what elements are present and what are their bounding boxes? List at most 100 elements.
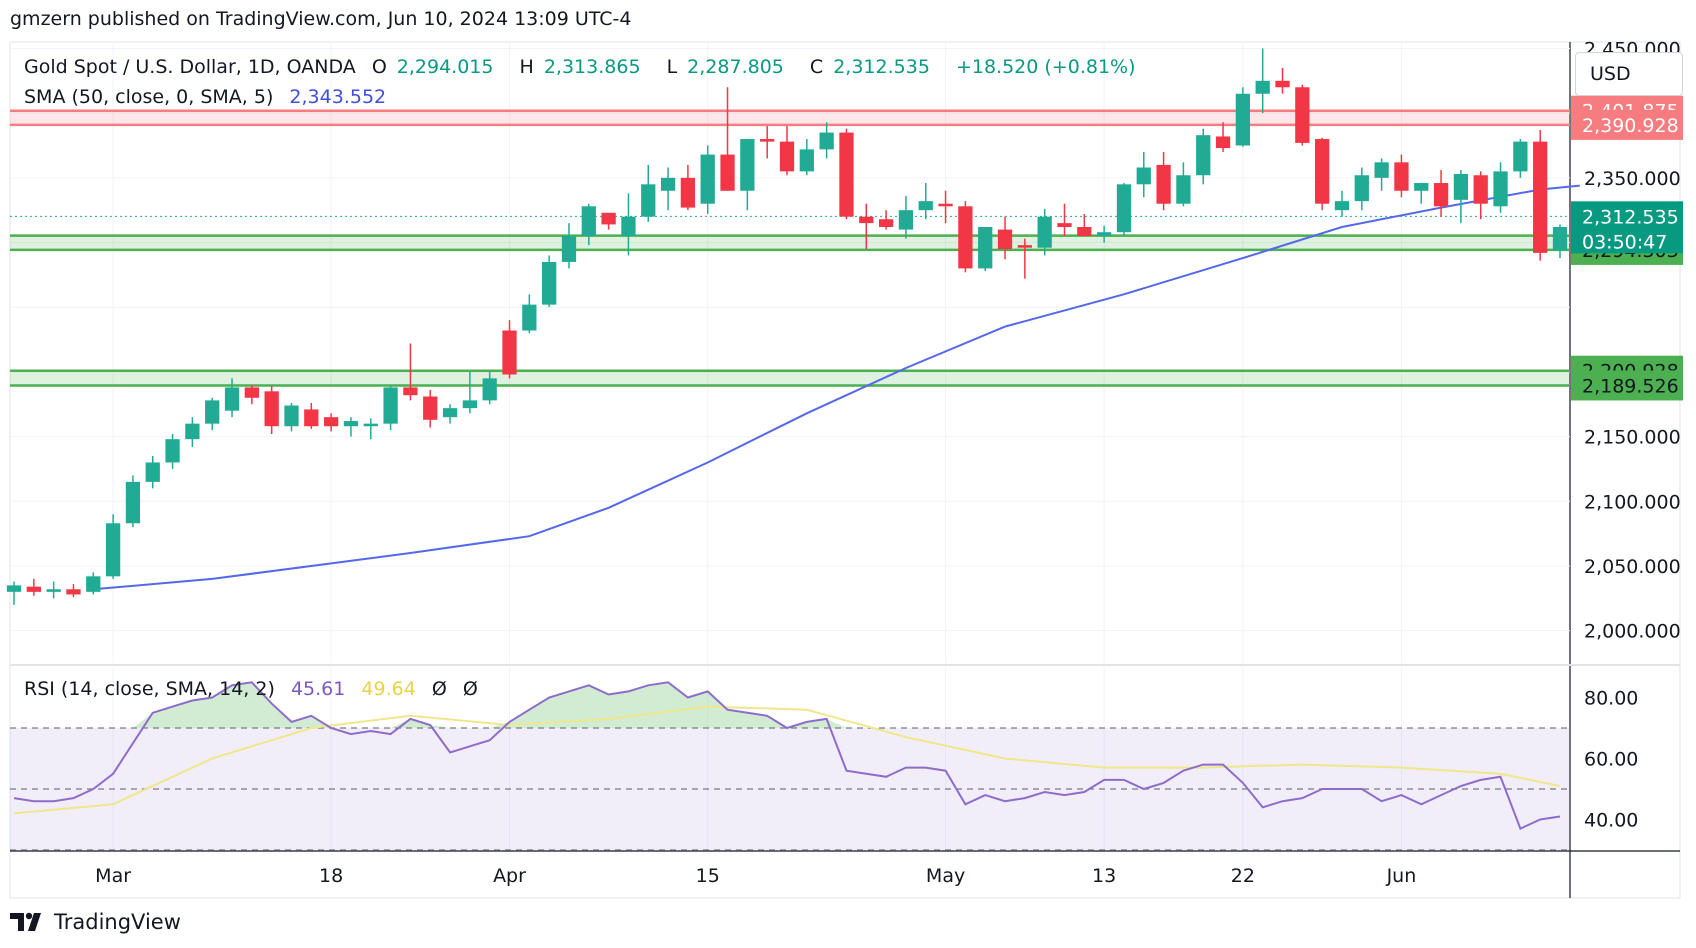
candle-down [26, 586, 41, 592]
candle-up [581, 206, 596, 237]
candle-down [1295, 87, 1310, 143]
candle-down [720, 154, 735, 191]
candle-down [779, 141, 795, 172]
sma-label: SMA (50, close, 0, SMA, 5) [24, 86, 274, 108]
candle-down [1156, 164, 1171, 204]
level-label-bg [1571, 370, 1683, 401]
sma-legend: SMA (50, close, 0, SMA, 5) 2,343.552 [24, 86, 396, 108]
candle-up [1552, 227, 1568, 251]
time-axis-tick-label: Apr [493, 865, 526, 887]
candle-up [165, 439, 180, 463]
candle-up [1096, 232, 1112, 237]
candle-down [680, 177, 696, 208]
candle-up [482, 378, 497, 401]
price-axis-tick-label: 2,050.000 [1584, 556, 1681, 578]
tradingview-logo: TradingView [10, 910, 181, 934]
candle-down [859, 216, 874, 224]
candle-up [898, 210, 914, 230]
candle-down [958, 206, 973, 269]
candle-down [66, 589, 81, 595]
candle-down [760, 139, 775, 142]
level-zone-support [10, 370, 1570, 386]
candle-up [1374, 162, 1389, 178]
candle-down [403, 387, 418, 396]
price-axis-tick-label: 2,000.000 [1584, 621, 1681, 643]
candle-up [46, 589, 61, 592]
candle-up [1176, 175, 1191, 204]
open-value: O 2,294.015 [371, 56, 494, 78]
candle-up [125, 481, 141, 524]
candle-up [383, 387, 398, 424]
candle-up [105, 523, 121, 577]
rsi-overbought-fill [14, 682, 1560, 728]
last-price-label: 2,312.535 [1582, 206, 1679, 228]
price-chart[interactable]: 2,401.8752,390.9282,305.3492,294.3032,20… [0, 0, 1696, 900]
candle-up [1493, 171, 1508, 207]
candle-up [978, 227, 993, 269]
candle-down [1017, 245, 1032, 248]
candle-up [542, 261, 557, 305]
candle-up [700, 154, 715, 204]
rsi-sma-line [13, 705, 1561, 815]
candle-up [1037, 216, 1052, 248]
high-value: H 2,313.865 [519, 56, 641, 78]
last-price-label-bg [1571, 201, 1683, 254]
candle-down [878, 219, 894, 228]
candle-down [323, 417, 339, 427]
currency-selector[interactable]: USD [1575, 52, 1683, 96]
candle-up [1354, 175, 1369, 202]
candle-down [1215, 136, 1231, 149]
candle-down [502, 330, 517, 375]
candle-up [343, 421, 359, 427]
rsi-axis-tick-label: 60.00 [1584, 749, 1638, 771]
bar-countdown: 03:50:47 [1582, 231, 1667, 253]
candle-up [1235, 93, 1251, 146]
candle-up [145, 462, 160, 482]
rsi-axis-tick-label: 40.00 [1584, 810, 1638, 832]
time-axis-tick-label: 18 [319, 865, 343, 887]
candle-down [1315, 139, 1330, 204]
price-axis-tick-label: 2,100.000 [1584, 491, 1681, 513]
candle-up [561, 236, 577, 262]
rsi-label: RSI (14, close, SMA, 14, 2) [24, 678, 275, 700]
candle-up [641, 184, 656, 217]
candle-up [660, 177, 676, 191]
candle-down [1533, 141, 1548, 253]
candle-up [1453, 173, 1469, 200]
sma-line [93, 184, 1580, 591]
candle-up [1136, 167, 1151, 185]
rsi-axis-tick-label: 80.00 [1584, 688, 1638, 710]
candle-down [1394, 162, 1409, 191]
candle-up [522, 304, 537, 331]
candle-up [621, 216, 636, 237]
candle-down [601, 212, 616, 225]
rsi-extra-1: Ø [431, 678, 447, 700]
candle-up [205, 400, 220, 424]
candle-up [1196, 135, 1211, 176]
tradingview-logo-icon [10, 912, 41, 931]
candle-down [938, 203, 953, 207]
candle-up [799, 149, 814, 172]
candle-down [1473, 175, 1488, 204]
close-value: C 2,312.535 [809, 56, 930, 78]
candle-up [1513, 141, 1528, 172]
level-label-text: 2,390.928 [1582, 115, 1679, 137]
candle-down [1057, 223, 1072, 228]
price-legend: Gold Spot / U.S. Dollar, 1D, OANDA O 2,29… [24, 56, 1146, 78]
candle-up [442, 408, 458, 418]
candle-down [997, 229, 1013, 249]
price-axis-tick-label: 2,150.000 [1584, 427, 1681, 449]
candle-up [363, 423, 378, 427]
candle-up [6, 585, 22, 592]
candle-down [839, 132, 854, 217]
candle-up [284, 405, 299, 427]
candle-down [244, 387, 259, 398]
level-zone-resistance [10, 110, 1570, 125]
candle-up [1334, 201, 1350, 211]
symbol-label: Gold Spot / U.S. Dollar, 1D, OANDA [24, 56, 356, 78]
candle-up [86, 576, 101, 592]
time-axis-tick-label: 22 [1231, 865, 1255, 887]
candle-down [1275, 80, 1290, 88]
candle-up [740, 139, 755, 191]
rsi-legend: RSI (14, close, SMA, 14, 2) 45.61 49.64 … [24, 678, 488, 700]
